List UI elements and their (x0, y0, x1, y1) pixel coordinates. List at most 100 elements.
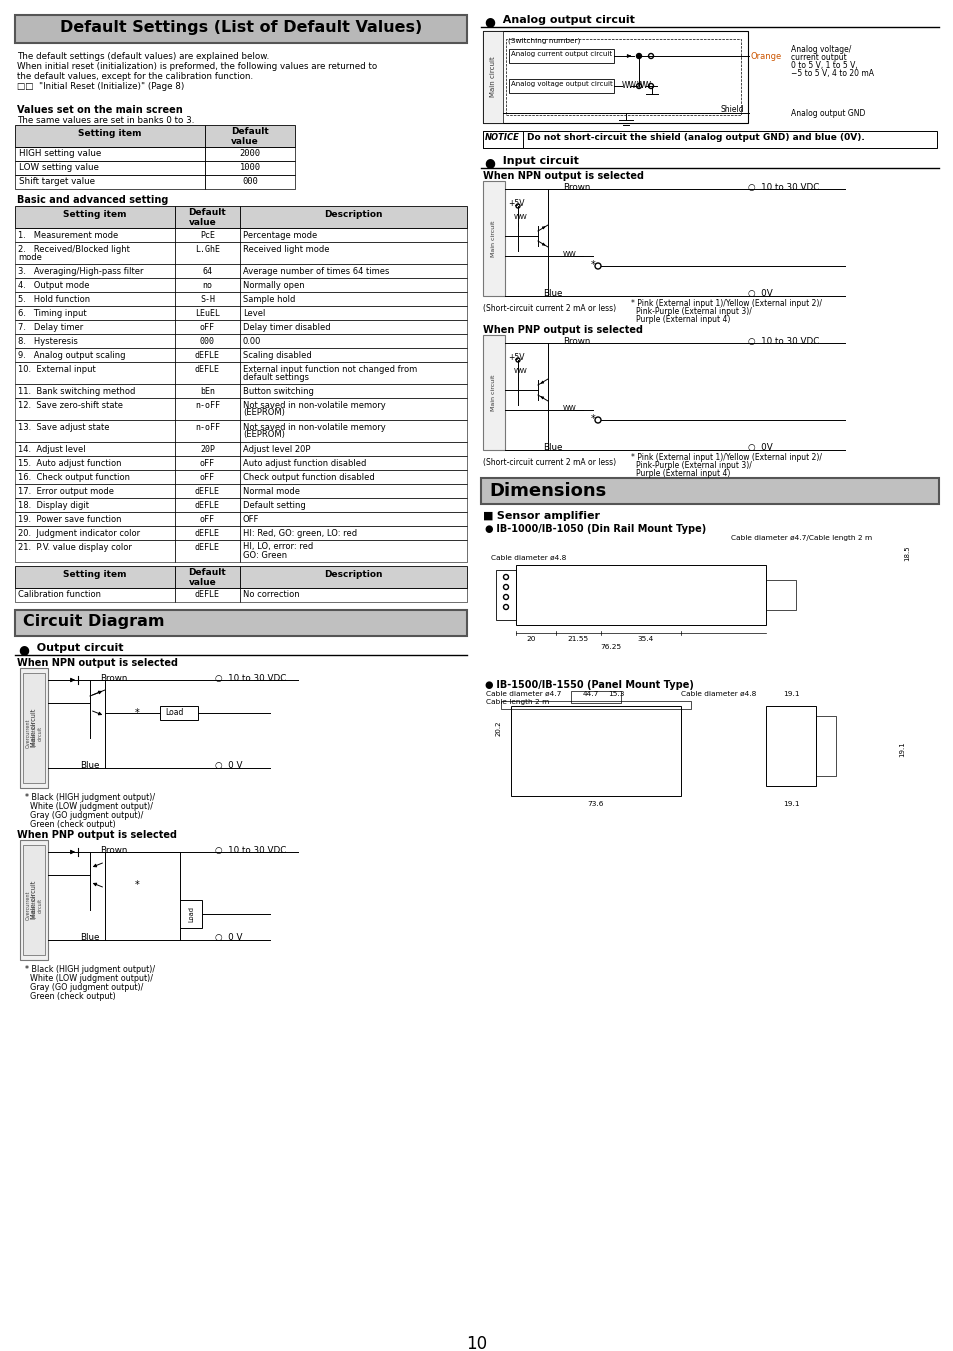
Text: Sensor amplifier: Sensor amplifier (493, 511, 599, 521)
Bar (240, 362, 467, 384)
Bar (174, 292, 240, 305)
Text: dEFLE: dEFLE (194, 500, 220, 509)
Text: Default
value: Default value (189, 208, 226, 227)
Text: ●: ● (483, 524, 492, 534)
Text: WW: WW (621, 81, 637, 91)
Text: 10.  External input: 10. External input (18, 365, 95, 373)
Text: 18.5: 18.5 (903, 544, 909, 561)
Text: Description: Description (324, 209, 382, 219)
Text: Pink-Purple (External input 3)/: Pink-Purple (External input 3)/ (636, 307, 751, 316)
Bar (240, 526, 467, 540)
Text: Analog current output circuit: Analog current output circuit (511, 51, 612, 57)
Text: Overcurrent
protection
circuit: Overcurrent protection circuit (26, 719, 42, 747)
Text: Delay timer disabled: Delay timer disabled (243, 323, 331, 331)
Text: Purple (External input 4): Purple (External input 4) (636, 469, 730, 478)
Bar (174, 334, 240, 349)
Text: HI: Red, GO: green, LO: red: HI: Red, GO: green, LO: red (243, 528, 356, 538)
Text: WW: WW (637, 81, 651, 91)
Text: 15.3: 15.3 (607, 690, 623, 697)
Text: Cable diameter ø4.8: Cable diameter ø4.8 (680, 690, 756, 697)
Text: ○  10 to 30 VDC: ○ 10 to 30 VDC (214, 846, 286, 855)
Bar (15, 442, 174, 457)
Bar (511, 707, 680, 796)
Text: default settings: default settings (243, 373, 309, 381)
Text: Setting item: Setting item (78, 128, 142, 138)
Text: Analog output GND: Analog output GND (790, 109, 864, 118)
Bar (174, 457, 240, 470)
Text: 7.   Delay timer: 7. Delay timer (18, 323, 83, 331)
Text: Check output function disabled: Check output function disabled (243, 473, 375, 481)
Text: ○  10 to 30 VDC: ○ 10 to 30 VDC (747, 336, 819, 346)
Bar (240, 263, 467, 278)
Text: (EEPROM): (EEPROM) (243, 408, 285, 417)
Text: ○  0V: ○ 0V (747, 289, 772, 299)
Bar (174, 499, 240, 512)
Text: Cable diameter ø4.8: Cable diameter ø4.8 (491, 555, 566, 561)
Bar (15, 320, 174, 334)
Bar (174, 526, 240, 540)
Text: Input circuit: Input circuit (495, 155, 578, 166)
Text: Main circuit: Main circuit (30, 881, 37, 919)
Bar (205, 126, 294, 147)
Text: ○  10 to 30 VDC: ○ 10 to 30 VDC (214, 674, 286, 684)
Bar (500, 701, 690, 709)
Text: current output: current output (790, 53, 846, 62)
Bar (160, 707, 198, 720)
Bar (240, 384, 467, 399)
Bar (482, 31, 747, 123)
Text: WW: WW (562, 251, 577, 257)
Text: Default
value: Default value (231, 127, 269, 146)
Bar (15, 305, 174, 320)
Bar (240, 334, 467, 349)
Bar (15, 126, 205, 147)
Bar (15, 399, 174, 420)
Bar (482, 335, 504, 450)
Text: Average number of times 64 times: Average number of times 64 times (243, 266, 389, 276)
Text: 2.   Received/Blocked light: 2. Received/Blocked light (18, 245, 130, 254)
Bar (15, 499, 174, 512)
Text: n-oFF: n-oFF (194, 400, 220, 409)
Text: Not saved in non-volatile memory: Not saved in non-volatile memory (243, 423, 385, 431)
Bar (240, 320, 467, 334)
Text: Gray (GO judgment output)/: Gray (GO judgment output)/ (30, 984, 143, 992)
Text: PcE: PcE (200, 231, 214, 239)
Text: dEFLE: dEFLE (194, 590, 220, 598)
Text: Blue: Blue (80, 934, 99, 942)
Text: NOTICE: NOTICE (484, 134, 519, 142)
Text: 10: 10 (466, 1335, 487, 1351)
Text: 18.  Display digit: 18. Display digit (18, 500, 89, 509)
Text: 1.   Measurement mode: 1. Measurement mode (18, 231, 118, 239)
Text: Do not short-circuit the shield (analog output GND) and blue (0V).: Do not short-circuit the shield (analog … (526, 134, 863, 142)
Text: Dimensions: Dimensions (489, 482, 605, 500)
Text: Analog output circuit: Analog output circuit (495, 15, 634, 26)
Text: 19.1: 19.1 (898, 740, 904, 757)
Text: 12.  Save zero-shift state: 12. Save zero-shift state (18, 400, 123, 409)
Bar (15, 470, 174, 484)
Bar (174, 470, 240, 484)
Text: The same values are set in banks 0 to 3.: The same values are set in banks 0 to 3. (17, 116, 194, 126)
Text: (EEPROM): (EEPROM) (243, 431, 285, 439)
Bar (174, 420, 240, 442)
Text: ●: ● (483, 155, 495, 169)
Text: bEn: bEn (200, 386, 214, 396)
Bar (240, 292, 467, 305)
Bar (174, 399, 240, 420)
Text: * Black (HIGH judgment output)/: * Black (HIGH judgment output)/ (25, 965, 155, 974)
Bar (480, 478, 938, 504)
Text: Brown: Brown (100, 674, 128, 684)
Text: (Short-circuit current 2 mA or less): (Short-circuit current 2 mA or less) (482, 458, 616, 467)
Text: * Black (HIGH judgment output)/: * Black (HIGH judgment output)/ (25, 793, 155, 802)
Bar (15, 242, 174, 263)
Bar (15, 278, 174, 292)
Text: 0.00: 0.00 (243, 336, 261, 346)
Text: *: * (590, 413, 595, 424)
Text: 21.  P.V. value display color: 21. P.V. value display color (18, 543, 132, 551)
Bar (174, 205, 240, 228)
Text: Cable diameter ø4.7: Cable diameter ø4.7 (485, 690, 560, 697)
Text: LEuEL: LEuEL (194, 308, 220, 317)
Text: +5V: +5V (507, 199, 524, 208)
Bar (240, 588, 467, 603)
Bar (174, 263, 240, 278)
Bar (20, 840, 48, 961)
Text: Default
value: Default value (189, 567, 226, 588)
